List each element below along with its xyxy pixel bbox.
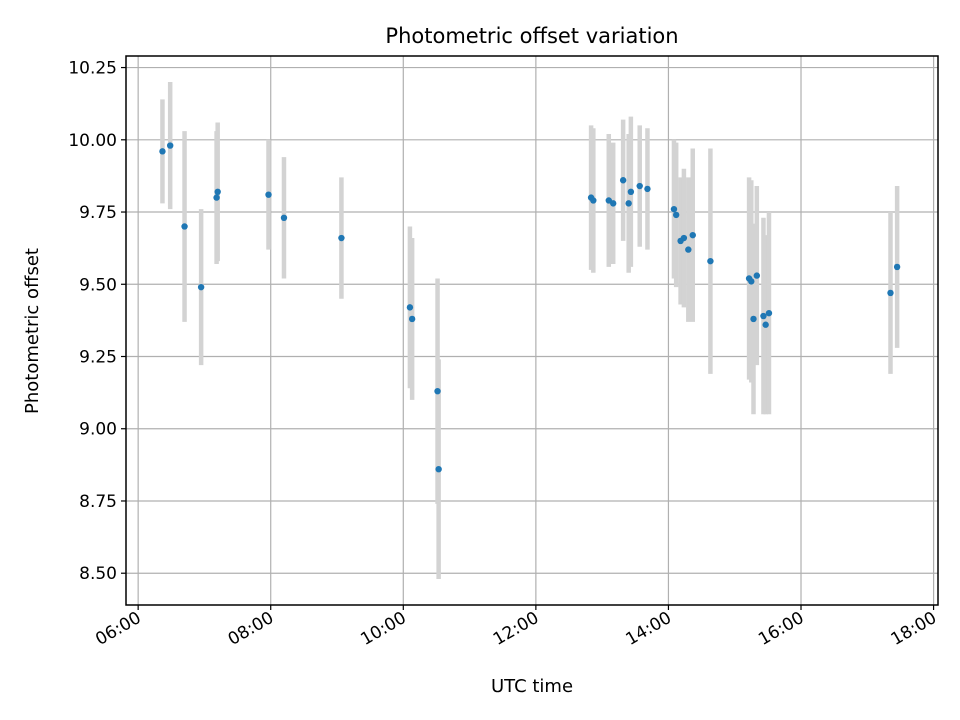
data-point bbox=[753, 272, 761, 279]
data-point bbox=[434, 387, 441, 395]
data-point bbox=[280, 214, 288, 222]
chart-title: Photometric offset variation bbox=[385, 24, 678, 48]
x-axis-ticks: 06:00 08:00 10:00 12:00 14:00 16:00 18:00 bbox=[92, 605, 940, 650]
data-point bbox=[680, 234, 688, 242]
data-point bbox=[181, 223, 188, 230]
data-point bbox=[760, 312, 767, 320]
data-point bbox=[610, 200, 617, 207]
y-tick-label: 8.50 bbox=[79, 564, 117, 584]
data-point bbox=[214, 188, 221, 196]
x-tick-label: 08:00 bbox=[225, 608, 277, 650]
y-tick-label: 9.25 bbox=[79, 348, 117, 368]
data-point bbox=[213, 194, 220, 201]
y-tick-label: 9.75 bbox=[79, 203, 117, 223]
x-tick-label: 16:00 bbox=[755, 608, 807, 650]
data-point bbox=[590, 197, 597, 204]
data-point bbox=[627, 188, 635, 196]
grid bbox=[126, 56, 938, 605]
data-point bbox=[644, 185, 651, 193]
y-axis-ticks: 8.50 8.75 9.00 9.25 9.50 9.75 10.00 10.25 bbox=[68, 59, 126, 584]
data-point bbox=[672, 211, 680, 219]
data-point bbox=[166, 142, 174, 149]
data-point bbox=[707, 257, 714, 265]
error-bars bbox=[160, 82, 900, 579]
data-points bbox=[159, 142, 901, 473]
data-point bbox=[689, 231, 696, 239]
data-point bbox=[406, 304, 414, 311]
data-point bbox=[762, 321, 769, 328]
data-point bbox=[765, 309, 773, 317]
x-tick-label: 18:00 bbox=[888, 608, 940, 650]
data-point bbox=[159, 148, 166, 155]
data-point bbox=[265, 191, 272, 198]
x-tick-label: 12:00 bbox=[490, 608, 542, 650]
data-point bbox=[887, 289, 894, 297]
y-axis-label: Photometric offset bbox=[22, 248, 43, 414]
data-point bbox=[338, 234, 345, 242]
data-point bbox=[893, 263, 901, 271]
x-tick-label: 14:00 bbox=[623, 608, 675, 650]
plot-area-frame bbox=[125, 55, 939, 606]
y-tick-label: 10.25 bbox=[68, 59, 117, 79]
y-tick-label: 9.50 bbox=[79, 275, 117, 295]
y-tick-label: 10.00 bbox=[68, 131, 117, 151]
data-point bbox=[625, 200, 632, 207]
data-point bbox=[435, 465, 442, 473]
data-point bbox=[619, 177, 627, 184]
data-point bbox=[750, 315, 757, 323]
y-tick-label: 8.75 bbox=[79, 492, 117, 512]
data-point bbox=[636, 182, 643, 190]
x-tick-label: 10:00 bbox=[357, 608, 409, 650]
data-point bbox=[197, 283, 205, 291]
data-point bbox=[408, 315, 416, 323]
data-point bbox=[670, 205, 678, 213]
x-axis-label: UTC time bbox=[491, 676, 573, 697]
x-tick-label: 06:00 bbox=[92, 608, 144, 650]
data-point bbox=[685, 246, 692, 253]
data-point bbox=[748, 278, 755, 285]
y-tick-label: 9.00 bbox=[79, 420, 117, 440]
